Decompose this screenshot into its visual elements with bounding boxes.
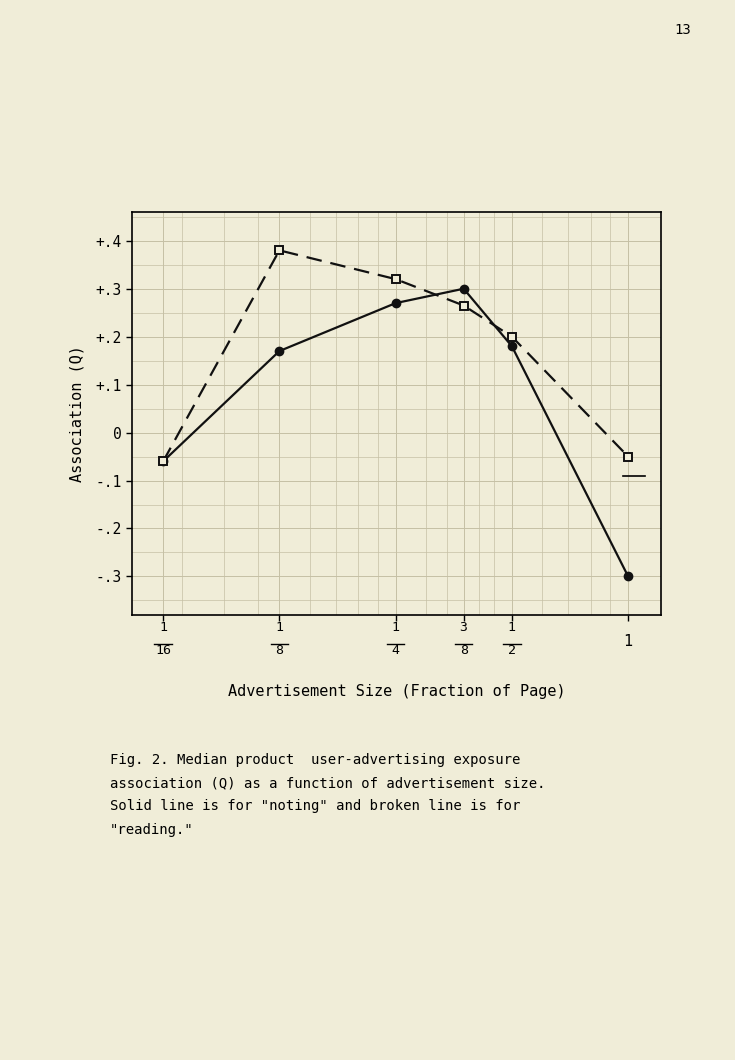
Y-axis label: Association (Q): Association (Q) — [70, 344, 85, 482]
Text: 1: 1 — [159, 621, 167, 634]
Text: 4: 4 — [392, 644, 400, 657]
Text: 8: 8 — [276, 644, 284, 657]
Text: 1: 1 — [276, 621, 284, 634]
Text: 1: 1 — [392, 621, 400, 634]
Text: 1: 1 — [508, 621, 516, 634]
Text: 8: 8 — [459, 644, 467, 657]
Text: 1: 1 — [623, 634, 633, 649]
Text: Solid line is for "noting" and broken line is for: Solid line is for "noting" and broken li… — [110, 799, 520, 813]
Text: Advertisement Size (Fraction of Page): Advertisement Size (Fraction of Page) — [228, 684, 566, 699]
Text: association (Q) as a function of advertisement size.: association (Q) as a function of adverti… — [110, 776, 546, 790]
Text: Fig. 2. Median product  user-advertising exposure: Fig. 2. Median product user-advertising … — [110, 753, 520, 766]
Text: 2: 2 — [508, 644, 516, 657]
Text: 13: 13 — [674, 23, 691, 37]
Text: 16: 16 — [155, 644, 171, 657]
Text: "reading.": "reading." — [110, 823, 194, 836]
Text: 3: 3 — [459, 621, 467, 634]
